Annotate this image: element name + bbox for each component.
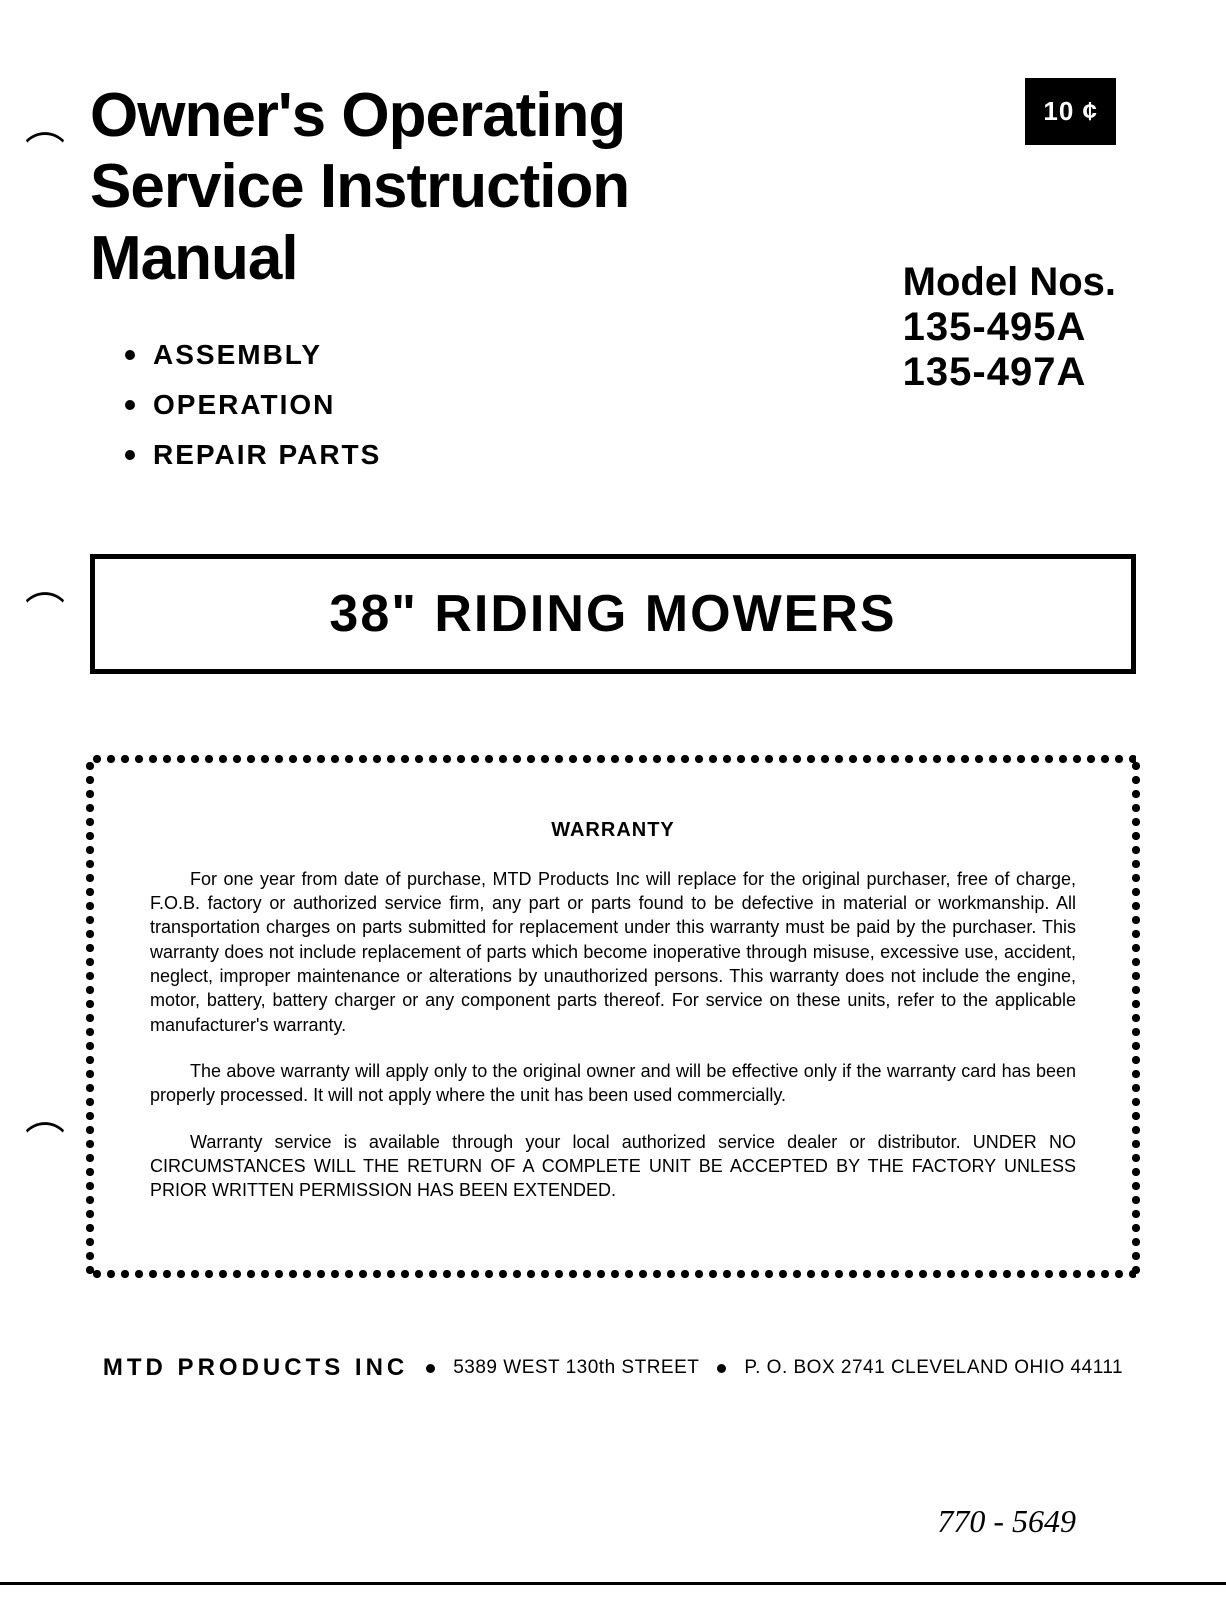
warranty-text: For one year from date of purchase, MTD … xyxy=(150,869,1076,1035)
footer: MTD PRODUCTS INC 5389 WEST 130th STREET … xyxy=(90,1354,1136,1382)
product-title: 38" RIDING MOWERS xyxy=(135,584,1091,644)
bullet-dot-icon xyxy=(125,450,135,460)
product-title-box: 38" RIDING MOWERS xyxy=(90,554,1136,674)
scan-mark: ⌒ xyxy=(25,1110,65,1168)
price-badge: 10 ¢ xyxy=(1025,78,1116,145)
warranty-box: WARRANTY For one year from date of purch… xyxy=(90,759,1136,1275)
bullet-text: OPERATION xyxy=(153,389,335,421)
bullet-item: REPAIR PARTS xyxy=(125,439,1136,471)
footer-address-2: P. O. BOX 2741 CLEVELAND OHIO 44111 xyxy=(744,1357,1123,1379)
bullet-text: REPAIR PARTS xyxy=(153,439,381,471)
dotted-border-icon xyxy=(1129,759,1143,1275)
dotted-border-icon xyxy=(90,752,1136,766)
main-title-line2: Service Instruction xyxy=(90,151,1136,222)
bullet-dot-icon xyxy=(125,400,135,410)
warranty-text: The above warranty will apply only to th… xyxy=(150,1061,1076,1105)
dotted-border-icon xyxy=(90,1267,1136,1281)
warranty-paragraph-3: Warranty service is available through yo… xyxy=(150,1130,1076,1203)
footer-address-1: 5389 WEST 130th STREET xyxy=(453,1357,699,1379)
model-number-1: 135-495A xyxy=(903,305,1116,350)
bullet-dot-icon xyxy=(125,350,135,360)
warranty-paragraph-1: For one year from date of purchase, MTD … xyxy=(150,867,1076,1037)
scan-mark: ⌒ xyxy=(25,580,65,638)
handwritten-note: 770 - 5649 xyxy=(937,1503,1076,1540)
scan-mark: ⌒ xyxy=(25,120,65,178)
footer-company: MTD PRODUCTS INC xyxy=(103,1354,408,1382)
bullet-text: ASSEMBLY xyxy=(153,339,322,371)
dotted-border-icon xyxy=(83,759,97,1275)
warranty-text: Warranty service is available through yo… xyxy=(150,1132,1076,1201)
footer-dot-icon xyxy=(717,1364,726,1373)
model-heading: Model Nos. xyxy=(903,260,1116,305)
model-section: Model Nos. 135-495A 135-497A xyxy=(903,260,1116,395)
footer-dot-icon xyxy=(426,1364,435,1373)
warranty-paragraph-2: The above warranty will apply only to th… xyxy=(150,1059,1076,1108)
warranty-heading: WARRANTY xyxy=(150,819,1076,842)
model-number-2: 135-497A xyxy=(903,350,1116,395)
bottom-rule xyxy=(0,1582,1226,1585)
main-title-line1: Owner's Operating xyxy=(90,80,1136,151)
